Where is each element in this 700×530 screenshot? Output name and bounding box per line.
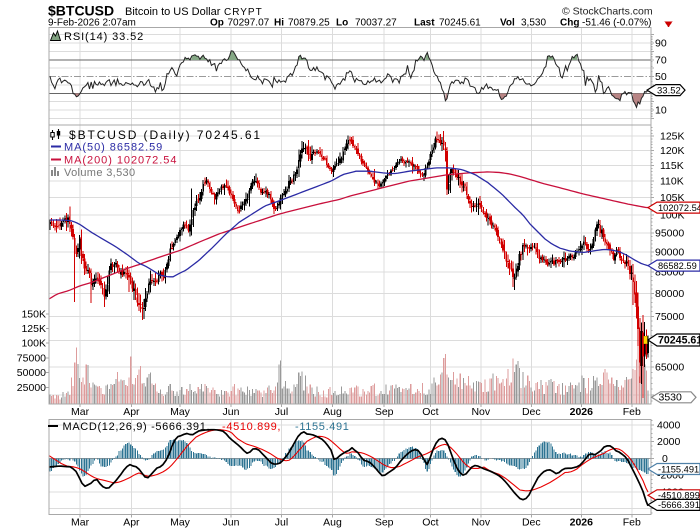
- svg-text:-1155.491: -1155.491: [295, 421, 350, 433]
- svg-text:4000: 4000: [657, 419, 681, 431]
- svg-text:Apr: Apr: [123, 517, 140, 529]
- svg-text:2026: 2026: [570, 406, 594, 418]
- svg-text:Mar: Mar: [71, 406, 90, 418]
- svg-text:Lo: Lo: [336, 18, 348, 29]
- svg-text:RSI(14) 33.52: RSI(14) 33.52: [64, 31, 144, 43]
- svg-text:Nov: Nov: [471, 406, 490, 418]
- svg-text:70245.61: 70245.61: [439, 18, 481, 29]
- svg-text:Op: Op: [210, 18, 224, 29]
- svg-text:Feb: Feb: [623, 517, 641, 529]
- svg-text:MA(200) 102072.54: MA(200) 102072.54: [64, 155, 177, 167]
- svg-text:2000: 2000: [657, 436, 681, 448]
- svg-text:105K: 105K: [660, 192, 685, 204]
- svg-text:90: 90: [655, 38, 667, 50]
- svg-text:$BTCUSD: $BTCUSD: [48, 3, 114, 19]
- svg-text:Bitcoin to US Dollar: Bitcoin to US Dollar: [125, 6, 221, 18]
- svg-text:95000: 95000: [655, 227, 684, 239]
- svg-text:Vol: Vol: [500, 18, 515, 29]
- svg-text:50: 50: [655, 71, 667, 83]
- svg-text:2026: 2026: [570, 517, 594, 529]
- svg-text:Apr: Apr: [123, 406, 140, 418]
- svg-text:Feb: Feb: [623, 406, 641, 418]
- svg-text:MACD(12,26,9) -5666.391,: MACD(12,26,9) -5666.391,: [63, 421, 211, 433]
- svg-text:Oct: Oct: [422, 517, 438, 529]
- svg-text:3,530: 3,530: [521, 18, 546, 29]
- svg-text:3530: 3530: [659, 392, 683, 404]
- svg-text:Aug: Aug: [323, 517, 342, 529]
- svg-text:-5666.391: -5666.391: [658, 500, 700, 510]
- svg-text:May: May: [170, 406, 191, 418]
- svg-text:CRYPT: CRYPT: [224, 7, 263, 18]
- svg-text:-4510.899,: -4510.899,: [222, 421, 281, 433]
- svg-text:Jul: Jul: [275, 517, 288, 529]
- svg-text:Chg: Chg: [560, 18, 579, 29]
- svg-text:125K: 125K: [21, 323, 46, 335]
- svg-text:150K: 150K: [21, 308, 46, 320]
- svg-text:9-Feb-2026 2:07am: 9-Feb-2026 2:07am: [48, 18, 136, 29]
- svg-text:75000: 75000: [17, 352, 46, 364]
- svg-text:Oct: Oct: [422, 406, 438, 418]
- svg-text:75000: 75000: [655, 311, 684, 323]
- svg-text:70037.27: 70037.27: [355, 18, 397, 29]
- svg-text:90000: 90000: [655, 246, 684, 258]
- svg-text:Sep: Sep: [375, 406, 394, 418]
- svg-text:Sep: Sep: [375, 517, 394, 529]
- svg-text:80000: 80000: [655, 288, 684, 300]
- svg-text:Nov: Nov: [471, 517, 490, 529]
- svg-text:70879.25: 70879.25: [288, 18, 330, 29]
- svg-text:$BTCUSD (Daily) 70245.61: $BTCUSD (Daily) 70245.61: [69, 128, 262, 142]
- svg-text:Jun: Jun: [223, 406, 240, 418]
- svg-text:110K: 110K: [660, 176, 684, 188]
- svg-text:MA(50) 86582.59: MA(50) 86582.59: [64, 142, 163, 154]
- svg-text:Dec: Dec: [522, 517, 541, 529]
- svg-text:86582.59: 86582.59: [658, 261, 697, 271]
- svg-text:70297.07: 70297.07: [228, 18, 270, 29]
- svg-text:125K: 125K: [660, 131, 685, 143]
- svg-text:Jun: Jun: [223, 517, 240, 529]
- svg-text:115K: 115K: [660, 160, 684, 172]
- svg-text:10: 10: [655, 105, 667, 117]
- svg-text:-1155.491: -1155.491: [658, 464, 699, 474]
- svg-text:Dec: Dec: [522, 406, 541, 418]
- svg-text:Hi: Hi: [274, 18, 284, 29]
- svg-text:Volume 3,530: Volume 3,530: [64, 167, 135, 179]
- svg-text:Aug: Aug: [323, 406, 342, 418]
- svg-text:102072.54: 102072.54: [658, 203, 700, 213]
- svg-text:25000: 25000: [17, 382, 46, 394]
- svg-text:120K: 120K: [660, 145, 685, 157]
- svg-text:100K: 100K: [21, 338, 46, 350]
- svg-text:May: May: [170, 517, 191, 529]
- svg-text:© StockCharts.com: © StockCharts.com: [562, 6, 653, 18]
- svg-text:-51.46 (-0.07%): -51.46 (-0.07%): [582, 18, 651, 29]
- svg-text:50000: 50000: [17, 367, 46, 379]
- svg-text:70245.61: 70245.61: [658, 334, 700, 346]
- svg-text:-4510.899: -4510.899: [658, 491, 700, 501]
- svg-text:0: 0: [662, 453, 668, 465]
- svg-text:70: 70: [655, 54, 667, 66]
- svg-text:Mar: Mar: [71, 517, 90, 529]
- svg-text:Last: Last: [414, 18, 435, 29]
- svg-text:Jul: Jul: [275, 406, 288, 418]
- svg-text:65000: 65000: [655, 361, 684, 373]
- svg-text:33.52: 33.52: [657, 85, 681, 96]
